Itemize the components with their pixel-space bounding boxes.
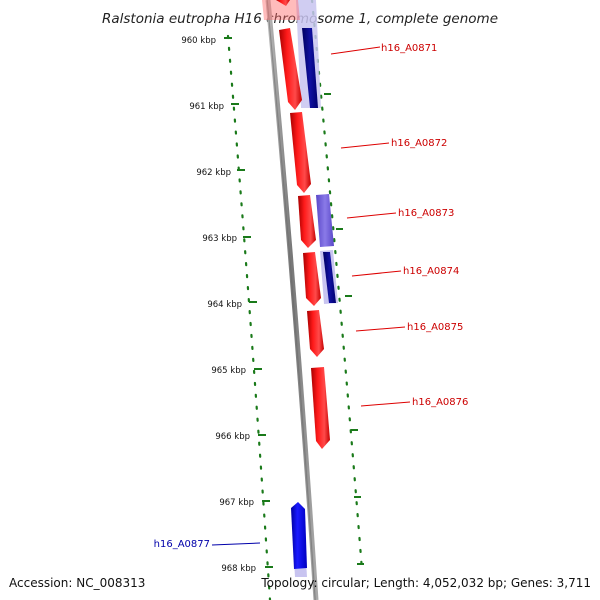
gene-label-h16_A0871[interactable]: h16_A0871 xyxy=(381,43,437,54)
gc-skew-segment xyxy=(316,194,334,247)
reverse-bar xyxy=(302,28,318,108)
callout-line xyxy=(360,401,411,407)
tick-label-967: 967 kbp xyxy=(219,498,254,508)
gene-arrow-h16_A0875 xyxy=(307,310,324,357)
gene-arrow xyxy=(276,0,290,6)
tick-label-960: 960 kbp xyxy=(181,36,216,46)
gene-label-h16_A0875[interactable]: h16_A0875 xyxy=(407,322,463,333)
callout-line xyxy=(351,270,402,277)
callout-line xyxy=(211,542,261,546)
tick-label-963: 963 kbp xyxy=(202,234,237,244)
inner-tick-ring xyxy=(226,34,272,600)
gene-arrow-h16_A0871 xyxy=(279,28,302,110)
gene-arrow-h16_A0876 xyxy=(311,367,330,449)
tick-label-964: 964 kbp xyxy=(207,300,242,310)
accession-text: Accession: NC_008313 xyxy=(9,576,145,590)
tick-marks xyxy=(224,37,273,568)
gene-label-h16_A0873[interactable]: h16_A0873 xyxy=(398,208,454,219)
gene-label-h16_A0874[interactable]: h16_A0874 xyxy=(403,266,459,277)
outer-tick-marks xyxy=(324,93,364,565)
callout-line xyxy=(340,142,390,149)
gene-arrow-h16_A0872 xyxy=(290,112,311,193)
tick-label-962: 962 kbp xyxy=(196,168,231,178)
callout-line xyxy=(330,46,381,55)
gene-arrow-h16_A0873 xyxy=(298,195,316,248)
callout-line xyxy=(346,212,397,219)
reverse-bar xyxy=(323,252,336,303)
gene-label-h16_A0876[interactable]: h16_A0876 xyxy=(412,397,468,408)
gene-label-h16_A0872[interactable]: h16_A0872 xyxy=(391,138,447,149)
gene-label-h16_A0877[interactable]: h16_A0877 xyxy=(154,539,210,550)
tick-label-968: 968 kbp xyxy=(221,564,256,574)
genome-backbone xyxy=(265,0,319,600)
tick-label-966: 966 kbp xyxy=(215,432,250,442)
gene-callouts: h16_A0871 h16_A0872 h16_A0873 h16_A0874 … xyxy=(154,43,469,550)
callout-line xyxy=(355,326,406,332)
gene-arrow-h16_A0874 xyxy=(303,252,321,306)
reverse-genes xyxy=(291,502,307,569)
tick-labels: 960 kbp 961 kbp 962 kbp 963 kbp 964 kbp … xyxy=(181,36,256,574)
reverse-bars xyxy=(302,28,336,303)
forward-genes xyxy=(276,0,330,449)
summary-text: Topology: circular; Length: 4,052,032 bp… xyxy=(260,576,591,590)
tick-label-965: 965 kbp xyxy=(211,366,246,376)
gene-arrow-h16_A0877 xyxy=(291,502,307,569)
highlight-wash xyxy=(262,0,300,20)
outer-tick-ring xyxy=(310,0,364,572)
tick-label-961: 961 kbp xyxy=(189,102,224,112)
